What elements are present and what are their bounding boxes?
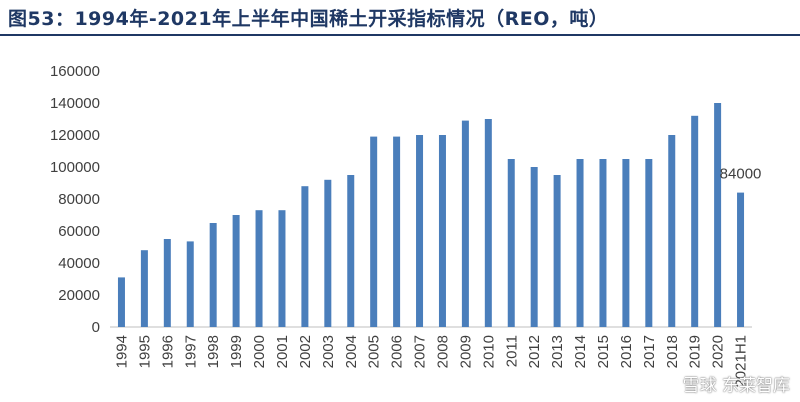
x-tick-label: 2001: [274, 335, 291, 368]
bar-2013: [553, 175, 561, 327]
bar-1994: [117, 277, 125, 327]
x-tick-label: 2005: [366, 335, 383, 368]
x-tick-label: 2017: [641, 335, 658, 368]
y-axis-ticks: 0 20000 40000 60000 80000 100000 120000 140000 1…: [50, 63, 100, 336]
x-tick-label: 2007: [412, 335, 429, 368]
title-divider: [0, 34, 800, 36]
x-tick-label: 2010: [480, 335, 497, 368]
x-axis-ticks: 1994 1995 1996 1997 1998 1999 2000 2001 2002 2003…: [113, 335, 749, 388]
data-labels: 84000: [720, 166, 762, 183]
bar-2016: [622, 159, 630, 327]
bar-2018: [668, 135, 676, 327]
bar-1995: [140, 250, 148, 327]
bar-2009: [461, 120, 469, 327]
bar-2006: [393, 136, 401, 327]
bar-2003: [324, 179, 332, 327]
x-tick-label: 2000: [251, 335, 268, 368]
watermark: 雪球 东莱智库: [682, 376, 790, 396]
x-tick-label: 2018: [664, 335, 681, 368]
x-tick-label: 2004: [343, 335, 360, 368]
bar-2015: [599, 159, 607, 327]
data-label: 84000: [720, 166, 762, 183]
bar-2000: [255, 210, 263, 327]
x-tick-label: 2012: [526, 335, 543, 368]
x-tick-label: 2003: [320, 335, 337, 368]
bar-2002: [301, 186, 309, 327]
x-tick-label: 1996: [159, 335, 176, 368]
bar-1998: [209, 223, 217, 327]
bar-2019: [691, 115, 699, 327]
y-tick-label: 80000: [58, 191, 100, 208]
bar-2014: [576, 159, 584, 327]
bar-2010: [484, 119, 492, 327]
x-tick-label: 2019: [687, 335, 704, 368]
bar-2012: [530, 167, 538, 327]
x-tick-label: 2009: [457, 335, 474, 368]
x-tick-label: 2002: [297, 335, 314, 368]
x-tick-label: 2006: [389, 335, 406, 368]
bar-1999: [232, 215, 240, 327]
x-tick-label: 2014: [572, 335, 589, 368]
y-tick-label: 160000: [50, 63, 100, 80]
bars: [117, 103, 745, 327]
x-tick-label: 2013: [549, 335, 566, 368]
x-tick-label: 2021H1: [733, 335, 750, 388]
y-tick-label: 120000: [50, 127, 100, 144]
x-tick-label: 1998: [205, 335, 222, 368]
y-tick-label: 140000: [50, 95, 100, 112]
bar-2001: [278, 210, 286, 327]
bar-2021H1: [737, 192, 745, 327]
x-tick-label: 2020: [710, 335, 727, 368]
bar-2008: [438, 135, 446, 327]
y-tick-label: 20000: [58, 287, 100, 304]
x-tick-label: 1999: [228, 335, 245, 368]
bar-2017: [645, 159, 653, 327]
bar-2005: [370, 136, 378, 327]
y-tick-label: 100000: [50, 159, 100, 176]
y-tick-label: 40000: [58, 255, 100, 272]
bar-2007: [416, 135, 424, 327]
bar-2020: [714, 103, 722, 327]
x-tick-label: 1997: [182, 335, 199, 368]
bar-1996: [163, 239, 171, 327]
y-tick-label: 60000: [58, 223, 100, 240]
y-tick-label: 0: [92, 319, 100, 336]
chart-title: 图53：1994年-2021年上半年中国稀土开采指标情况（REO，吨）: [8, 8, 609, 30]
x-tick-label: 2015: [595, 335, 612, 368]
x-tick-label: 2008: [434, 335, 451, 368]
bar-2011: [507, 159, 515, 327]
x-tick-label: 2011: [503, 335, 520, 367]
bar-1997: [186, 241, 194, 327]
x-tick-label: 1994: [113, 335, 130, 368]
bar-2004: [347, 175, 355, 327]
x-tick-label: 2016: [618, 335, 635, 368]
x-tick-label: 1995: [136, 335, 153, 368]
